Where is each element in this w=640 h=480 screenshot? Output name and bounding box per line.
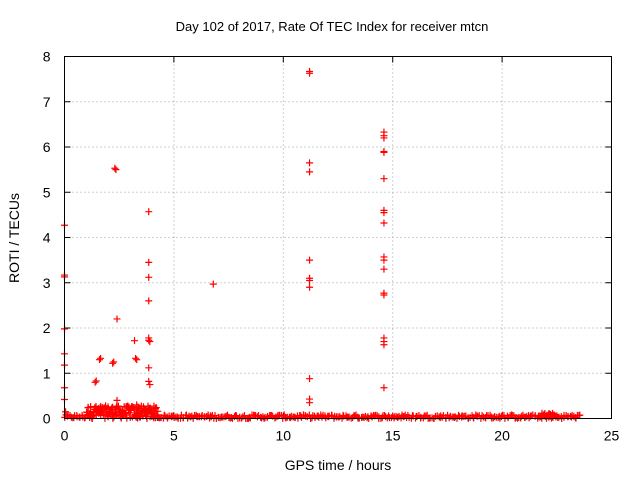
data-point — [146, 338, 154, 346]
data-point — [113, 315, 121, 323]
data-point — [380, 209, 388, 217]
x-tick-label: 10 — [276, 428, 292, 444]
data-point — [146, 381, 154, 389]
data-point — [380, 384, 388, 392]
baseline-point — [227, 414, 235, 422]
baseline-point — [335, 413, 343, 421]
data-point — [306, 168, 314, 176]
baseline-point — [154, 407, 162, 415]
x-tick-label: 5 — [170, 428, 178, 444]
data-point — [306, 276, 314, 284]
data-point — [306, 159, 314, 167]
baseline-point — [435, 413, 443, 421]
plot-frame — [64, 56, 612, 419]
y-tick-label: 8 — [43, 49, 51, 65]
data-point — [111, 164, 119, 172]
data-point — [145, 364, 153, 372]
data-point — [145, 377, 153, 385]
data-point — [380, 175, 388, 183]
chart-title: Day 102 of 2017, Rate Of TEC Index for r… — [176, 19, 489, 34]
baseline-point — [576, 411, 584, 419]
data-point — [380, 291, 388, 299]
y-tick-label: 1 — [43, 365, 51, 381]
baseline-point — [173, 413, 181, 421]
data-point — [380, 341, 388, 349]
data-point — [62, 408, 70, 416]
data-point — [380, 265, 388, 273]
y-axis-label: ROTI / TECUs — [6, 193, 22, 283]
data-point — [96, 356, 104, 364]
data-point — [145, 273, 153, 281]
data-point — [380, 219, 388, 227]
data-point — [145, 208, 153, 216]
y-tick-label: 5 — [43, 184, 51, 200]
y-tick-label: 2 — [43, 320, 51, 336]
x-tick-label: 0 — [61, 428, 69, 444]
data-point — [145, 336, 153, 344]
data-point — [132, 354, 140, 362]
x-tick-label: 25 — [604, 428, 620, 444]
y-tick-label: 4 — [43, 230, 51, 246]
x-tick-labels: 0 5 10 15 20 25 — [61, 428, 620, 444]
baseline-point — [324, 413, 332, 421]
data-point — [92, 377, 100, 385]
data-point — [306, 69, 314, 77]
data-point — [109, 359, 117, 367]
y-tick-label: 0 — [43, 411, 51, 427]
baseline-point — [521, 413, 529, 421]
data-point — [145, 297, 153, 305]
baseline-point — [121, 411, 129, 419]
data-point — [113, 396, 121, 404]
data-point — [380, 148, 388, 156]
baseline-point — [152, 404, 160, 412]
data-point — [131, 337, 139, 345]
data-point — [133, 356, 141, 364]
data-point — [306, 283, 314, 291]
y-tick-label: 7 — [43, 94, 51, 110]
x-tick-label: 20 — [494, 428, 510, 444]
data-point — [380, 134, 388, 142]
y-tick-label: 6 — [43, 139, 51, 155]
data-point — [306, 256, 314, 264]
data-point — [97, 354, 105, 362]
data-point — [306, 375, 314, 383]
data-point — [112, 166, 120, 174]
data-points — [61, 67, 584, 422]
data-point — [380, 256, 388, 264]
x-axis-label: GPS time / hours — [285, 457, 392, 473]
data-point — [306, 399, 314, 407]
y-tick-label: 3 — [43, 275, 51, 291]
data-point — [145, 258, 153, 266]
data-point — [133, 401, 141, 409]
data-point — [209, 280, 217, 288]
baseline-point — [363, 414, 371, 422]
grid-lines — [64, 56, 612, 419]
baseline-point — [122, 410, 130, 418]
x-tick-label: 15 — [385, 428, 401, 444]
data-point — [110, 358, 118, 366]
y-tick-labels: 0 1 2 3 4 5 6 7 8 — [43, 49, 51, 427]
data-point — [91, 378, 99, 386]
